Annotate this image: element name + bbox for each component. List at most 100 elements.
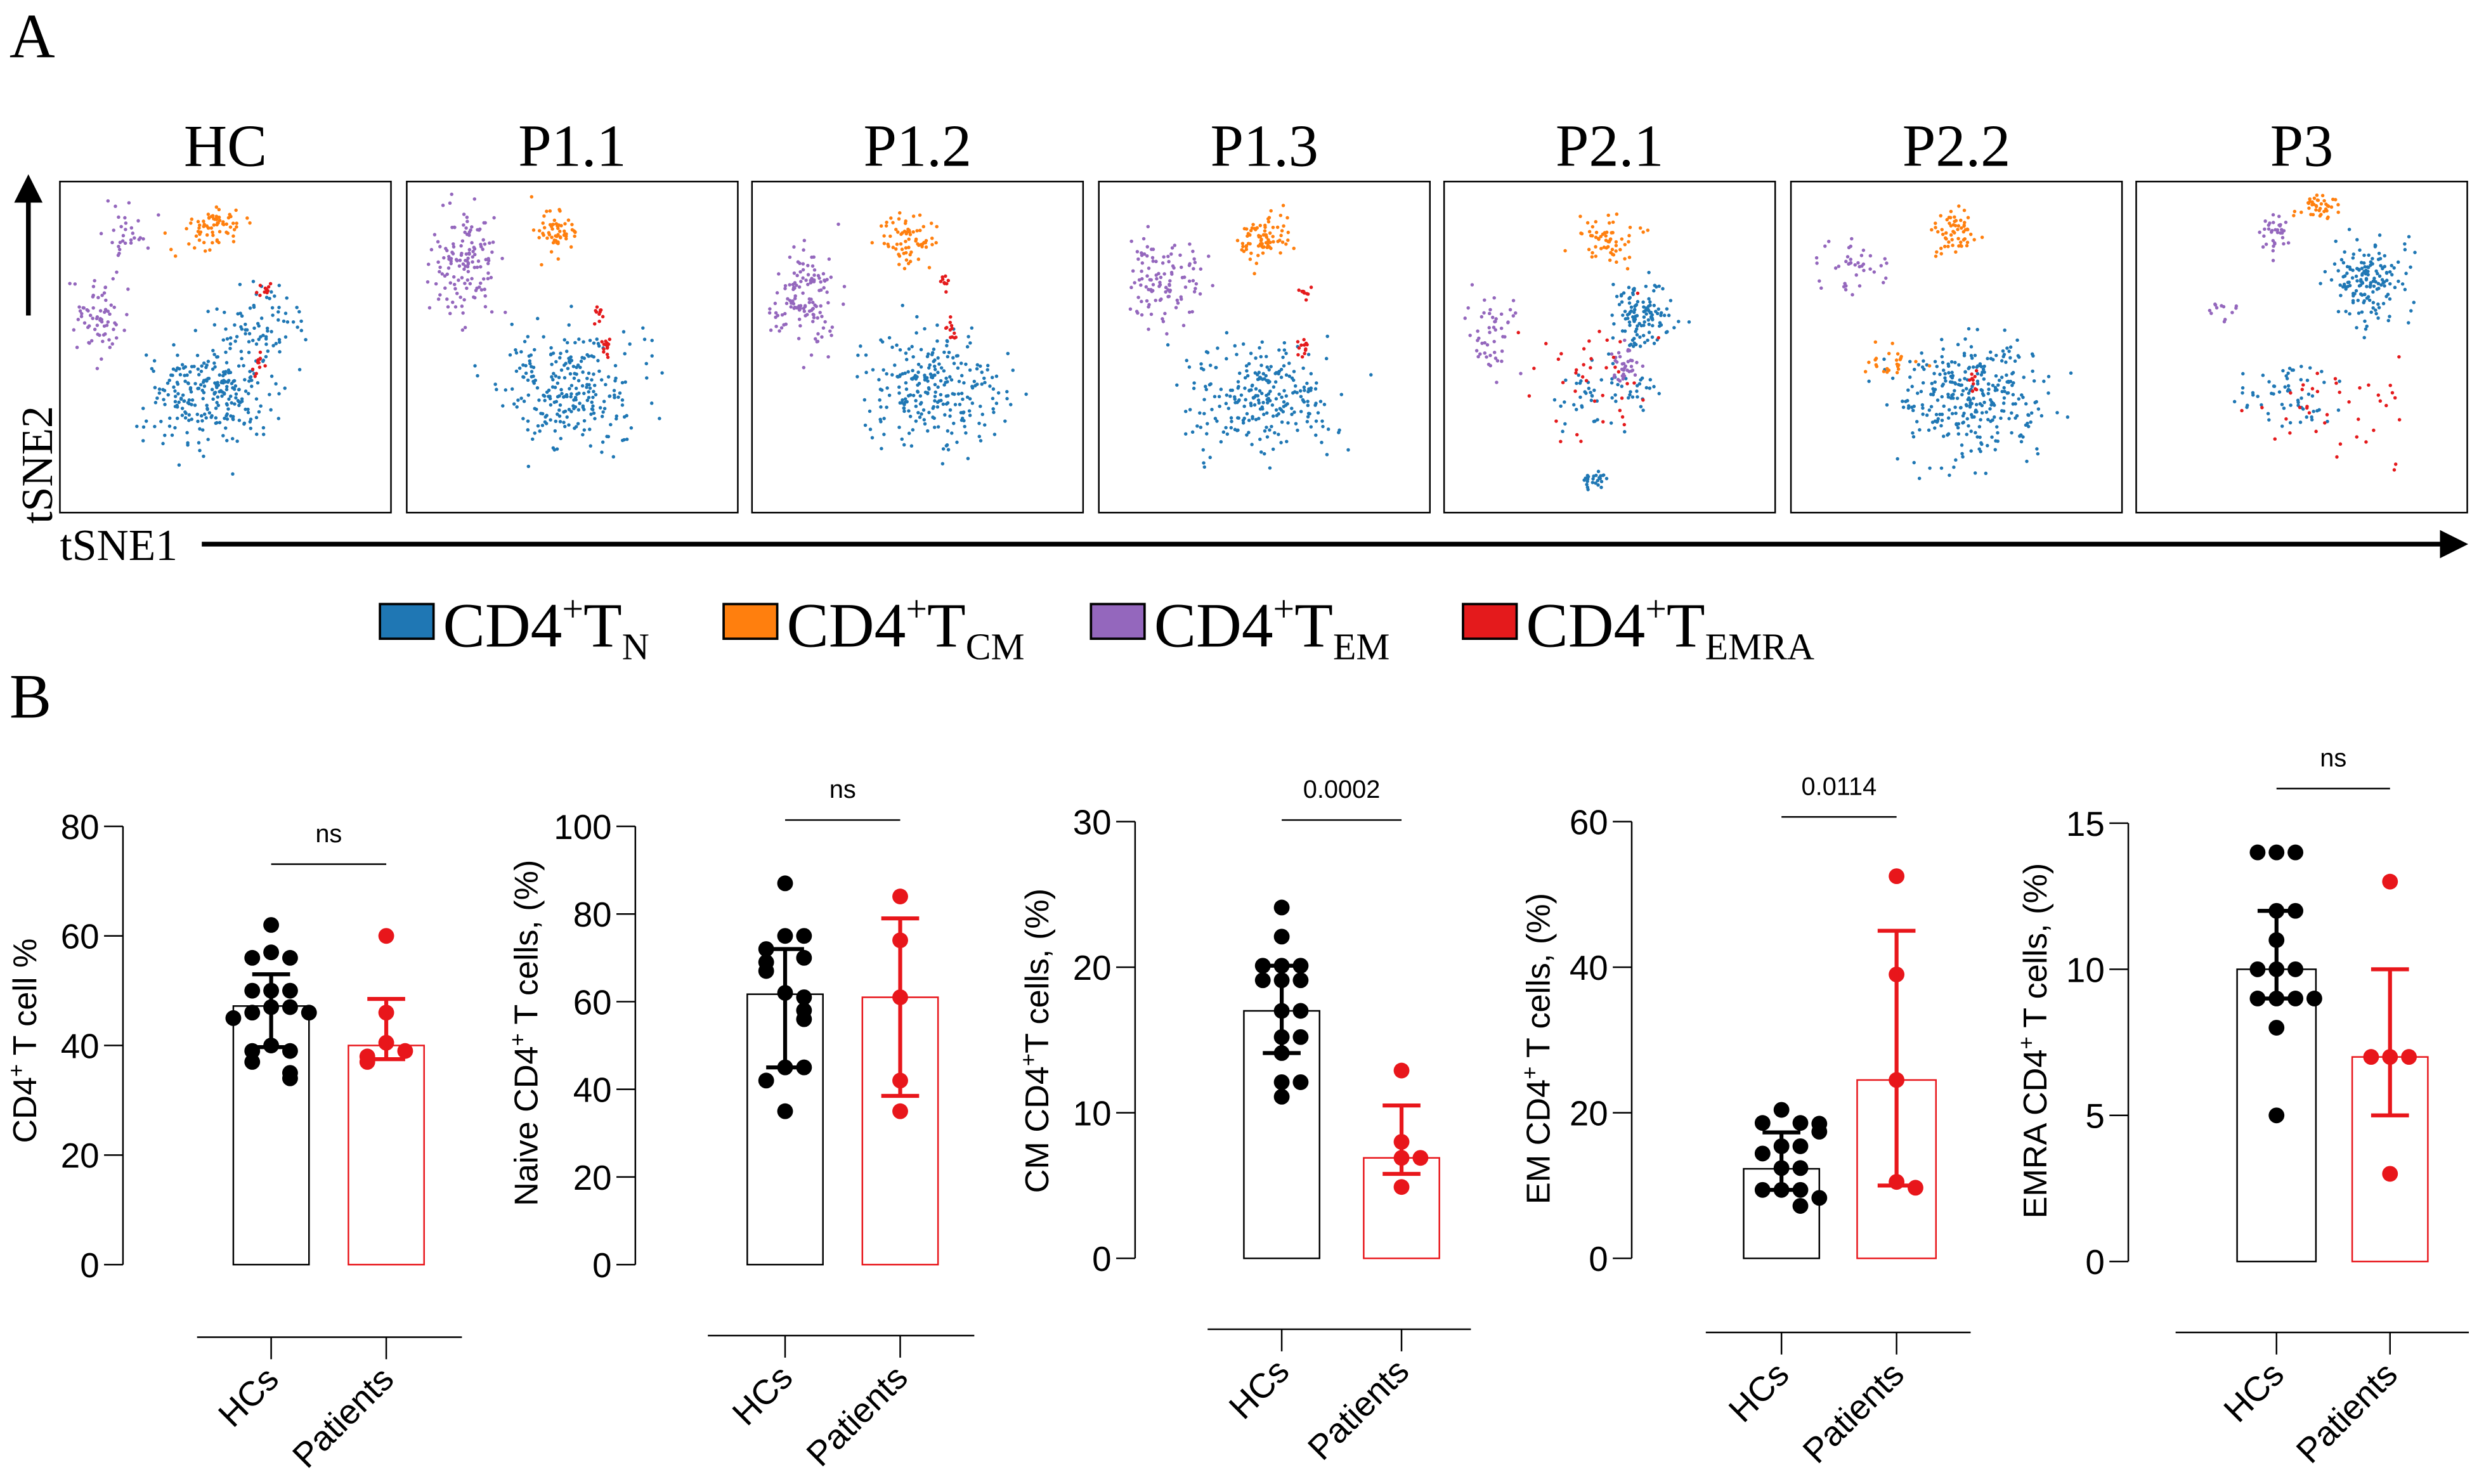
tsne-point: [868, 427, 873, 431]
tsne-point: [2388, 315, 2391, 318]
tsne-point: [1202, 412, 1206, 415]
tsne-point: [902, 251, 906, 256]
tsne-point: [1971, 378, 1975, 382]
tsne-point: [582, 340, 585, 344]
data-point: [1792, 1138, 1809, 1154]
tsne-point: [1669, 299, 1673, 303]
tsne-point: [783, 311, 787, 316]
tsne-point: [1915, 391, 1920, 395]
tsne-point: [1326, 427, 1330, 431]
tsne-point: [904, 258, 909, 262]
tsne-point: [215, 355, 219, 359]
tsne-point: [880, 446, 883, 451]
tsne-point: [1224, 426, 1228, 430]
tsne-point: [1145, 254, 1149, 258]
tsne-point: [1861, 248, 1866, 252]
tsne-point: [961, 410, 965, 415]
tsne-point: [231, 221, 235, 225]
tsne-point: [994, 401, 999, 405]
tsne-point: [1199, 267, 1203, 271]
tsne-point: [565, 341, 569, 345]
tsne-point: [517, 366, 522, 370]
y-axis-label: CM CD4+T cells, (%): [1016, 888, 1056, 1193]
tsne-point: [802, 309, 807, 313]
tsne-point: [91, 285, 96, 289]
tsne-point: [573, 396, 578, 400]
tsne-point: [2007, 380, 2011, 384]
tsne-point: [1256, 398, 1261, 402]
tsne-point: [1176, 301, 1180, 305]
tsne-panels: HC P1.1 P1.2 P1.3 P2.1 P2.2 P3: [59, 113, 2468, 514]
tsne-point: [1193, 261, 1197, 264]
tsne-point: [600, 340, 604, 344]
tsne-point: [1618, 355, 1622, 359]
tsne-point: [2234, 306, 2238, 310]
tsne-point: [1955, 396, 1960, 400]
tsne-point: [819, 280, 823, 284]
tsne-point: [1164, 285, 1168, 290]
tsne-point: [1519, 372, 1523, 375]
tsne-point: [911, 393, 916, 398]
tsne-point: [1187, 279, 1192, 283]
tsne-point: [929, 221, 934, 225]
tsne-point: [276, 417, 281, 420]
tsne-point: [980, 382, 984, 386]
tsne-point: [2310, 203, 2314, 207]
tsne-point: [903, 221, 907, 225]
tsne-point: [585, 385, 589, 389]
tsne-point: [898, 401, 902, 405]
tsne-point: [890, 373, 894, 377]
tsne-point: [1994, 353, 1998, 358]
tsne-point: [2362, 292, 2367, 297]
tsne-point: [1968, 403, 1972, 407]
tsne-point: [462, 267, 466, 271]
tsne-point: [559, 387, 563, 392]
tsne-point: [2032, 379, 2036, 383]
tsne-point: [1225, 393, 1229, 397]
tsne-point: [1624, 377, 1628, 381]
tsne-point: [1960, 443, 1964, 447]
tsne-point: [470, 225, 474, 229]
tsne-point: [589, 444, 592, 448]
tsne-point: [906, 394, 911, 398]
tsne-panel-title: HC: [184, 113, 267, 179]
tsne-point: [1965, 227, 1969, 231]
tsne-panel: P1.2: [751, 113, 1084, 514]
tsne-point: [2372, 428, 2376, 433]
tsne-point: [169, 247, 173, 252]
tsne-point: [531, 374, 535, 378]
tsne-point: [1241, 342, 1246, 346]
tsne-point: [1942, 404, 1946, 408]
tsne-point: [1915, 420, 1919, 424]
tsne-point: [932, 416, 936, 420]
tsne-point: [1250, 443, 1254, 446]
tsne-point: [1314, 419, 1318, 423]
data-point: [758, 1072, 774, 1089]
tsne-point: [1202, 461, 1206, 465]
tsne-point: [1140, 253, 1144, 257]
tsne-point: [592, 389, 595, 394]
tsne-point: [863, 423, 868, 427]
tsne-point: [1499, 326, 1504, 330]
tsne-point: [1973, 375, 1977, 379]
tsne-point: [1175, 383, 1179, 387]
tsne-point: [1219, 439, 1223, 444]
tsne-point: [907, 431, 911, 435]
tsne-point: [1590, 255, 1594, 259]
tsne-point: [818, 311, 822, 315]
tsne-point: [1862, 268, 1866, 273]
tsne-point: [452, 282, 457, 287]
tsne-point: [1166, 254, 1170, 259]
tsne-point: [1916, 363, 1921, 367]
y-axis-label-post: T cells, (%): [509, 860, 545, 1034]
y-axis-label: CD4+ T cell %: [4, 939, 44, 1143]
tsne-point: [190, 398, 195, 402]
tsne-point: [1657, 391, 1661, 396]
tsne-point: [2232, 400, 2237, 404]
tsne-point: [1950, 412, 1955, 415]
tsne-point: [2003, 328, 2007, 332]
tsne-point: [1962, 208, 1967, 212]
tsne-point: [880, 388, 884, 392]
tsne-point: [1306, 353, 1311, 356]
tsne-point: [2017, 397, 2021, 401]
